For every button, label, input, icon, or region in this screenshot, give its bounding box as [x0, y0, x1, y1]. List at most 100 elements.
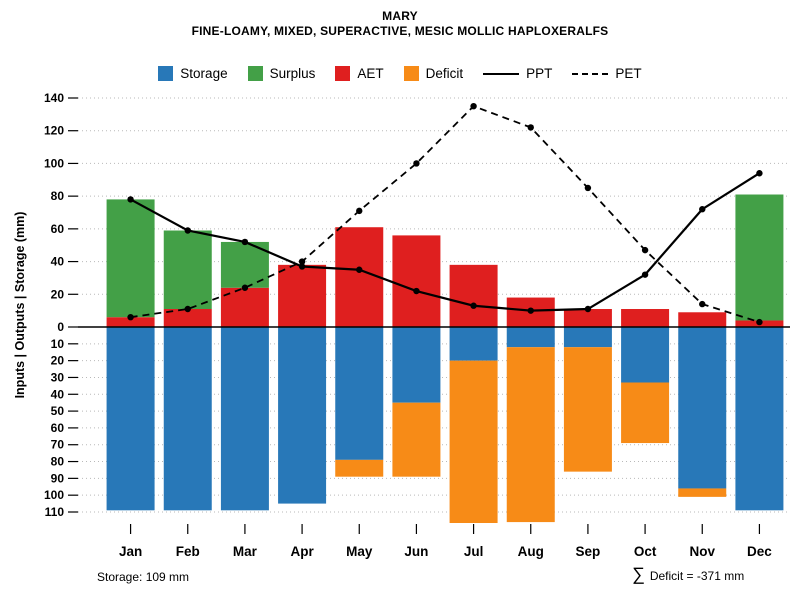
bar-surplus-jan: [106, 199, 155, 318]
y-tick-label: 140: [44, 91, 64, 105]
bar-storage-jan: [106, 327, 155, 511]
x-tick-label-jan: Jan: [119, 544, 142, 559]
bar-surplus-feb: [163, 230, 212, 310]
bar-aet-nov: [678, 312, 727, 327]
bar-storage-sep: [563, 327, 612, 348]
y-tick-label: 80: [51, 455, 65, 469]
x-tick-label-jul: Jul: [464, 544, 484, 559]
legend-swatch-surplus: [247, 66, 263, 81]
legend-label-pet: PET: [615, 66, 642, 81]
y-tick-label: 60: [51, 222, 65, 236]
pet-point-mar: [241, 284, 249, 291]
bars: [106, 194, 784, 523]
bar-deficit-may: [335, 459, 384, 477]
pet-point-dec: [756, 318, 763, 326]
pet-point-nov: [699, 300, 706, 308]
y-tick-label: 0: [57, 320, 64, 334]
legend-swatch-storage: [158, 66, 174, 81]
ppt-point-dec: [756, 170, 763, 177]
legend-label-deficit: Deficit: [425, 66, 464, 81]
bar-storage-may: [335, 327, 384, 460]
y-tick-label: 100: [44, 488, 64, 502]
legend-label-ppt: PPT: [526, 66, 553, 81]
bar-storage-nov: [678, 327, 727, 489]
bar-aet-jun: [392, 235, 441, 327]
chart-subtitle: FINE-LOAMY, MIXED, SUPERACTIVE, MESIC MO…: [191, 24, 609, 38]
bar-aet-apr: [278, 264, 327, 327]
bar-storage-jul: [449, 327, 498, 361]
ppt-point-aug: [527, 307, 534, 314]
y-axis: 0 20 40 60 80 100 120 140 10 20 30 40 50 60 70 80 90 100 1…: [44, 91, 78, 519]
bar-aet-feb: [163, 309, 212, 327]
ppt-point-jan: [127, 196, 134, 203]
pet-point-jun: [413, 160, 420, 167]
x-tick-label-jun: Jun: [404, 544, 428, 559]
ppt-point-nov: [699, 206, 706, 213]
y-tick-label: 70: [51, 438, 65, 452]
legend-line-sample-pet: [572, 72, 609, 75]
x-tick-label-oct: Oct: [634, 544, 657, 559]
x-tick-label-mar: Mar: [233, 544, 258, 559]
bar-storage-mar: [220, 327, 269, 511]
y-tick-label: 90: [51, 471, 65, 485]
x-tick-label-dec: Dec: [747, 544, 772, 559]
bar-aet-oct: [621, 309, 670, 327]
legend-item-aet: AET: [335, 66, 384, 81]
ppt-point-jul: [470, 302, 477, 309]
y-tick-label: 30: [51, 370, 65, 384]
y-tick-label: 10: [51, 337, 65, 351]
y-tick-label: 100: [44, 156, 64, 170]
pet-point-sep: [584, 184, 592, 192]
x-tick-label-apr: Apr: [290, 544, 314, 559]
x-tick-label-may: May: [346, 544, 373, 559]
ppt-point-sep: [584, 305, 592, 313]
ppt-point-oct: [641, 271, 649, 278]
bar-storage-dec: [735, 327, 784, 511]
legend-swatch-deficit: [403, 66, 419, 81]
legend-label-surplus: Surplus: [269, 66, 316, 81]
pet-point-aug: [527, 124, 534, 131]
pet-series: [127, 102, 763, 326]
bar-deficit-jul: [449, 360, 498, 523]
sigma-symbol: ∑: [632, 564, 645, 584]
bar-deficit-nov: [678, 488, 727, 497]
y-tick-label: 20: [51, 287, 65, 301]
ppt-point-jun: [413, 287, 420, 295]
y-tick-label: 40: [51, 255, 65, 269]
y-tick-label: 80: [51, 189, 65, 203]
bar-deficit-sep: [563, 347, 612, 472]
x-tick-label-nov: Nov: [689, 544, 715, 559]
legend-label-aet: AET: [357, 66, 384, 81]
y-tick-label: 50: [51, 404, 65, 418]
x-tick-label-aug: Aug: [518, 544, 544, 559]
ppt-point-apr: [298, 263, 306, 270]
x-axis: Jan Feb Mar Apr May Jun Jul Aug Sep Oct Nov Dec: [119, 524, 772, 559]
pet-point-apr: [298, 258, 306, 265]
y-tick-label: 110: [45, 505, 65, 519]
bar-storage-jun: [392, 327, 441, 403]
ppt-point-feb: [184, 227, 191, 234]
y-axis-title: Inputs | Outputs | Storage (mm): [13, 212, 27, 399]
bar-aet-jul: [449, 264, 498, 327]
legend-label-storage: Storage: [180, 66, 228, 81]
legend-item-surplus: Surplus: [247, 66, 316, 81]
legend: Storage Surplus AET Deficit PPT PET: [0, 66, 800, 81]
chart-title: MARY: [382, 9, 418, 23]
ppt-point-may: [356, 266, 363, 273]
pet-point-may: [356, 207, 363, 215]
legend-swatch-aet: [335, 66, 351, 81]
y-tick-label: 120: [44, 124, 64, 138]
bar-aet-sep: [563, 309, 612, 327]
bar-deficit-jun: [392, 402, 441, 477]
bar-storage-oct: [621, 327, 670, 383]
legend-item-storage: Storage: [158, 66, 228, 81]
deficit-text: Deficit = -371 mm: [649, 569, 745, 583]
bar-storage-apr: [278, 327, 327, 504]
bar-surplus-dec: [735, 194, 784, 321]
ppt-series: [127, 170, 763, 314]
y-tick-label: 20: [51, 354, 65, 368]
deficit-note: ∑ Deficit = -371 mm: [632, 564, 744, 585]
ppt-line: [130, 172, 761, 312]
